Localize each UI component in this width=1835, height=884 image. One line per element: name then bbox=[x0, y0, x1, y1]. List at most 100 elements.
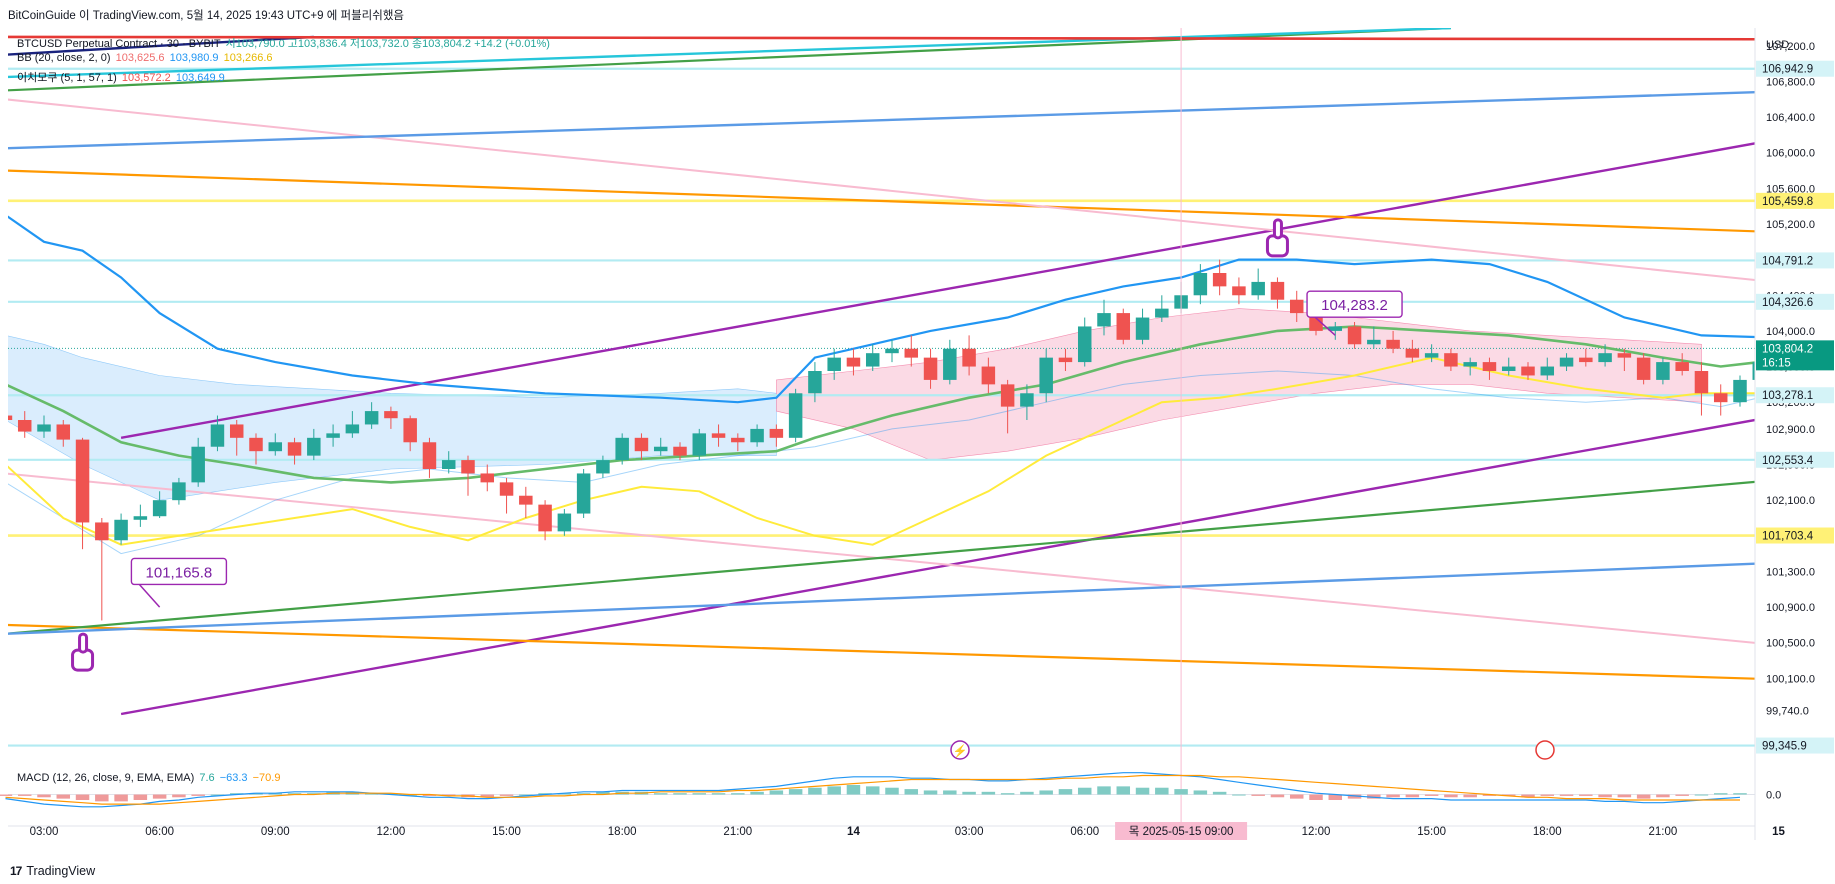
candle[interactable] bbox=[827, 348, 841, 380]
candle[interactable] bbox=[326, 424, 340, 447]
candle[interactable] bbox=[750, 424, 764, 447]
candle[interactable] bbox=[1367, 326, 1381, 349]
candle[interactable] bbox=[1212, 259, 1227, 296]
candle[interactable] bbox=[981, 357, 996, 394]
candle[interactable] bbox=[210, 415, 225, 452]
candle[interactable] bbox=[114, 513, 128, 545]
candle[interactable] bbox=[557, 509, 572, 536]
candle[interactable] bbox=[1752, 358, 1766, 385]
candle[interactable] bbox=[1251, 268, 1265, 300]
candle[interactable] bbox=[499, 477, 514, 514]
us-flag-event-icon[interactable] bbox=[1535, 740, 1555, 760]
price-axis-label[interactable]: 105,459.8 bbox=[1756, 192, 1834, 209]
legend-bb-name[interactable]: BB (20, close, 2, 0) bbox=[17, 52, 111, 64]
candle[interactable] bbox=[56, 420, 71, 447]
candle[interactable] bbox=[1636, 353, 1651, 385]
candle[interactable] bbox=[461, 455, 475, 496]
candle[interactable] bbox=[152, 491, 167, 518]
candle[interactable] bbox=[808, 362, 822, 403]
candle[interactable] bbox=[1155, 295, 1169, 322]
candle[interactable] bbox=[0, 411, 13, 433]
candle[interactable] bbox=[653, 437, 668, 456]
candle[interactable] bbox=[17, 411, 32, 438]
candle[interactable] bbox=[422, 437, 437, 478]
legend-ichimoku-name[interactable]: 이치모쿠 (5, 1, 57, 1) bbox=[17, 72, 117, 84]
candle[interactable] bbox=[1077, 317, 1092, 367]
candle[interactable] bbox=[846, 348, 861, 376]
candle[interactable] bbox=[1482, 357, 1497, 380]
candle[interactable] bbox=[711, 424, 726, 447]
candle[interactable] bbox=[1617, 348, 1632, 371]
candle[interactable] bbox=[95, 518, 109, 621]
price-callout[interactable]: 104,283.2 bbox=[1306, 290, 1403, 336]
candle[interactable] bbox=[37, 415, 51, 438]
candle[interactable] bbox=[1733, 375, 1747, 407]
candle[interactable] bbox=[384, 406, 398, 429]
candle[interactable] bbox=[885, 339, 899, 363]
candle[interactable] bbox=[1405, 339, 1420, 363]
candle[interactable] bbox=[788, 388, 803, 443]
candle[interactable] bbox=[923, 348, 938, 389]
candle[interactable] bbox=[865, 344, 880, 371]
candle[interactable] bbox=[345, 411, 360, 438]
candle[interactable] bbox=[1424, 344, 1439, 363]
candle[interactable] bbox=[673, 442, 687, 461]
candle[interactable] bbox=[962, 335, 976, 376]
candle[interactable] bbox=[943, 339, 957, 385]
candle[interactable] bbox=[1039, 348, 1053, 403]
candle[interactable] bbox=[403, 415, 417, 452]
candle[interactable] bbox=[1116, 308, 1131, 345]
candle[interactable] bbox=[634, 433, 649, 461]
candle[interactable] bbox=[1501, 357, 1516, 376]
price-axis-label[interactable]: 106,942.9 bbox=[1756, 60, 1834, 77]
candle[interactable] bbox=[1463, 357, 1477, 376]
candle[interactable] bbox=[191, 437, 205, 487]
candle[interactable] bbox=[904, 335, 919, 367]
lightning-event-icon[interactable] bbox=[950, 740, 970, 760]
price-axis-label[interactable]: 101,703.4 bbox=[1756, 527, 1834, 544]
price-axis-label[interactable]: 103,804.2 16:15 bbox=[1756, 340, 1834, 371]
candle[interactable] bbox=[1444, 348, 1458, 371]
candle[interactable] bbox=[615, 433, 629, 465]
candle[interactable] bbox=[1000, 379, 1015, 434]
tradingview-brand[interactable]: 17 TradingView bbox=[10, 864, 95, 878]
candle[interactable] bbox=[441, 451, 456, 474]
candle[interactable] bbox=[1579, 348, 1593, 367]
time-highlight-label[interactable]: 목 2025-05-15 09:00 bbox=[1129, 825, 1234, 838]
candle[interactable] bbox=[731, 433, 745, 452]
candle[interactable] bbox=[1193, 264, 1208, 305]
price-axis-label[interactable]: 104,791.2 bbox=[1756, 252, 1834, 269]
candle[interactable] bbox=[480, 464, 495, 492]
candle[interactable] bbox=[1694, 362, 1709, 416]
price-axis-label[interactable]: 99,345.9 bbox=[1756, 737, 1834, 754]
candle[interactable] bbox=[1020, 384, 1034, 420]
candle[interactable] bbox=[692, 428, 707, 461]
candle[interactable] bbox=[538, 500, 552, 541]
candle[interactable] bbox=[172, 477, 186, 505]
legend-symbol[interactable]: BTCUSD Perpetual Contract · 30 · BYBIT bbox=[17, 38, 221, 50]
candle[interactable] bbox=[75, 437, 90, 550]
candle[interactable] bbox=[769, 424, 784, 447]
candle[interactable] bbox=[307, 428, 321, 461]
candle[interactable] bbox=[268, 433, 283, 456]
candle[interactable] bbox=[519, 486, 533, 518]
candle[interactable] bbox=[1386, 330, 1400, 354]
candle[interactable] bbox=[1097, 299, 1111, 336]
legend-macd-name[interactable]: MACD (12, 26, close, 9, EMA, EMA) bbox=[17, 772, 195, 784]
candle[interactable] bbox=[1058, 348, 1073, 371]
price-axis-label[interactable]: 102,553.4 bbox=[1756, 451, 1834, 468]
candle[interactable] bbox=[1656, 357, 1670, 385]
candle[interactable] bbox=[1270, 277, 1285, 309]
candle[interactable] bbox=[1521, 362, 1535, 380]
price-callout[interactable]: 101,165.8 bbox=[130, 557, 228, 608]
candle[interactable] bbox=[576, 469, 591, 518]
candle[interactable] bbox=[1713, 384, 1728, 416]
candle[interactable] bbox=[1232, 277, 1246, 305]
candle[interactable] bbox=[229, 420, 244, 456]
candle[interactable] bbox=[249, 433, 263, 465]
currency-label[interactable]: USD bbox=[1766, 39, 1789, 51]
candle[interactable] bbox=[1347, 322, 1362, 349]
candle[interactable] bbox=[1135, 308, 1150, 345]
candle[interactable] bbox=[1328, 322, 1343, 340]
